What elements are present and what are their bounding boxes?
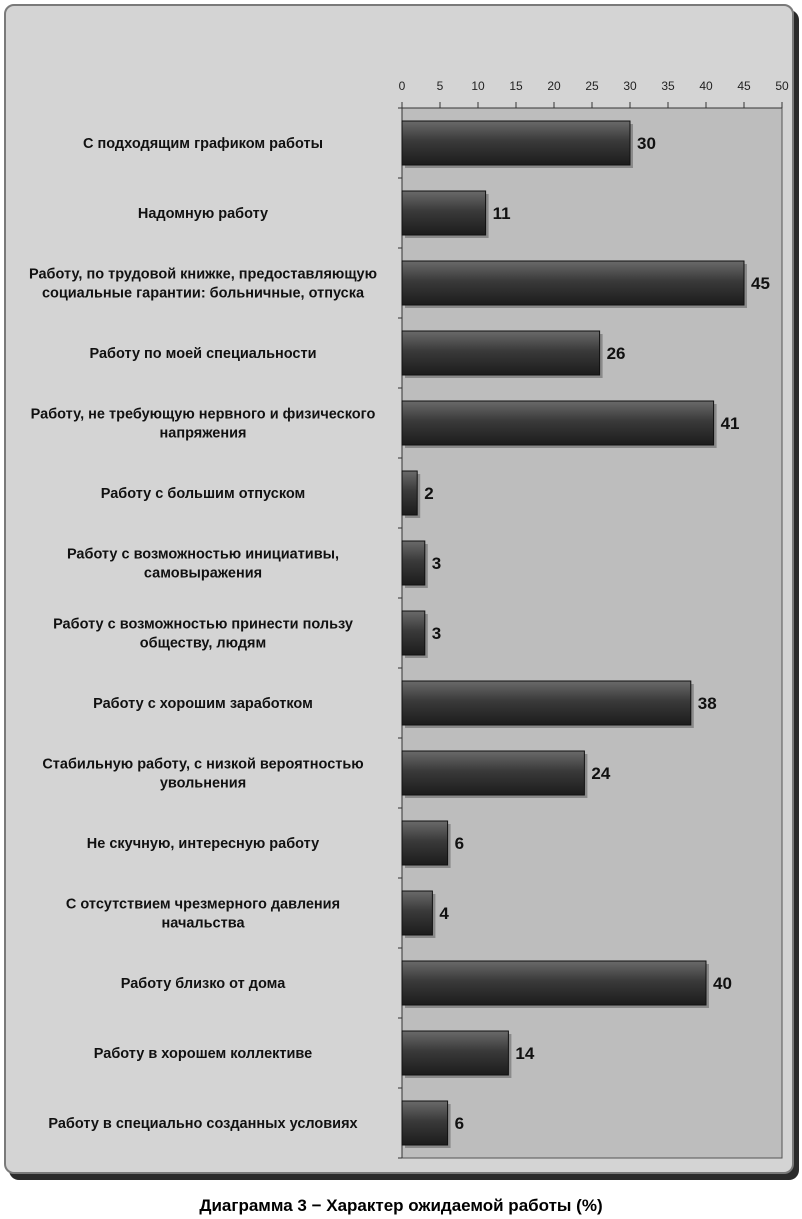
bar bbox=[401, 120, 631, 166]
category-label: Работу с хорошим заработком bbox=[93, 696, 313, 712]
category-label: Работу с возможностью инициативы, самовыр… bbox=[67, 547, 339, 582]
x-tick-label: 25 bbox=[585, 79, 599, 93]
bar-value-label: 30 bbox=[637, 134, 656, 153]
bar-value-label: 3 bbox=[432, 554, 441, 573]
x-tick-label: 5 bbox=[437, 79, 444, 93]
bar bbox=[401, 470, 418, 516]
x-tick-label: 10 bbox=[471, 79, 485, 93]
bar-value-label: 14 bbox=[515, 1044, 534, 1063]
bar-value-label: 41 bbox=[721, 414, 740, 433]
bar bbox=[401, 890, 433, 936]
category-label: Работу по моей специальности bbox=[89, 346, 316, 362]
bar bbox=[401, 610, 426, 656]
bar-value-label: 26 bbox=[607, 344, 626, 363]
x-tick-label: 40 bbox=[699, 79, 713, 93]
bar-value-label: 2 bbox=[424, 484, 433, 503]
bar-value-label: 3 bbox=[432, 624, 441, 643]
x-tick-label: 0 bbox=[399, 79, 406, 93]
category-label: Работу, по трудовой книжке, предоставляю… bbox=[29, 267, 377, 302]
bar bbox=[401, 820, 449, 866]
bar bbox=[401, 960, 707, 1006]
bar-value-label: 40 bbox=[713, 974, 732, 993]
chart-caption: Диаграмма 3 − Характер ожидаемой работы … bbox=[199, 1196, 603, 1215]
bar bbox=[401, 330, 601, 376]
bar bbox=[401, 1100, 449, 1146]
bar bbox=[401, 680, 692, 726]
x-tick-label: 20 bbox=[547, 79, 561, 93]
bar-value-label: 6 bbox=[455, 1114, 464, 1133]
category-label: С подходящим графиком работы bbox=[83, 136, 323, 152]
category-label: Работу с возможностью принести пользу общ… bbox=[53, 617, 353, 652]
bar-value-label: 38 bbox=[698, 694, 717, 713]
category-label: Работу в хорошем коллективе bbox=[94, 1046, 312, 1062]
bar bbox=[401, 190, 487, 236]
x-tick-label: 30 bbox=[623, 79, 637, 93]
x-tick-label: 50 bbox=[775, 79, 789, 93]
bar bbox=[401, 400, 715, 446]
category-label: Работу, не требующую нервного и физическ… bbox=[31, 407, 376, 442]
category-label: Работу с большим отпуском bbox=[101, 486, 306, 502]
bar-value-label: 45 bbox=[751, 274, 770, 293]
bar bbox=[401, 540, 426, 586]
bar bbox=[401, 1030, 509, 1076]
category-label: С отсутствием чрезмерного давления началь… bbox=[66, 897, 340, 932]
category-label: Надомную работу bbox=[138, 206, 268, 222]
bar-value-label: 24 bbox=[591, 764, 610, 783]
bar-value-label: 11 bbox=[493, 204, 511, 223]
bar-chart: 0 5 10 15 20 25 30 35 40 45 50 30 С подходящим графи… bbox=[29, 79, 789, 1159]
x-tick-label: 45 bbox=[737, 79, 751, 93]
category-label: Не скучную, интересную работу bbox=[87, 836, 319, 852]
bar bbox=[401, 260, 745, 306]
bar bbox=[401, 750, 585, 796]
category-label: Работу в специально созданных условиях bbox=[48, 1116, 357, 1132]
bar-value-label: 6 bbox=[455, 834, 464, 853]
category-label: Стабильную работу, с низкой вероятностью… bbox=[42, 757, 363, 792]
category-label: Работу близко от дома bbox=[121, 976, 286, 992]
bar-value-label: 4 bbox=[439, 904, 449, 923]
x-tick-label: 15 bbox=[509, 79, 523, 93]
x-tick-label: 35 bbox=[661, 79, 675, 93]
